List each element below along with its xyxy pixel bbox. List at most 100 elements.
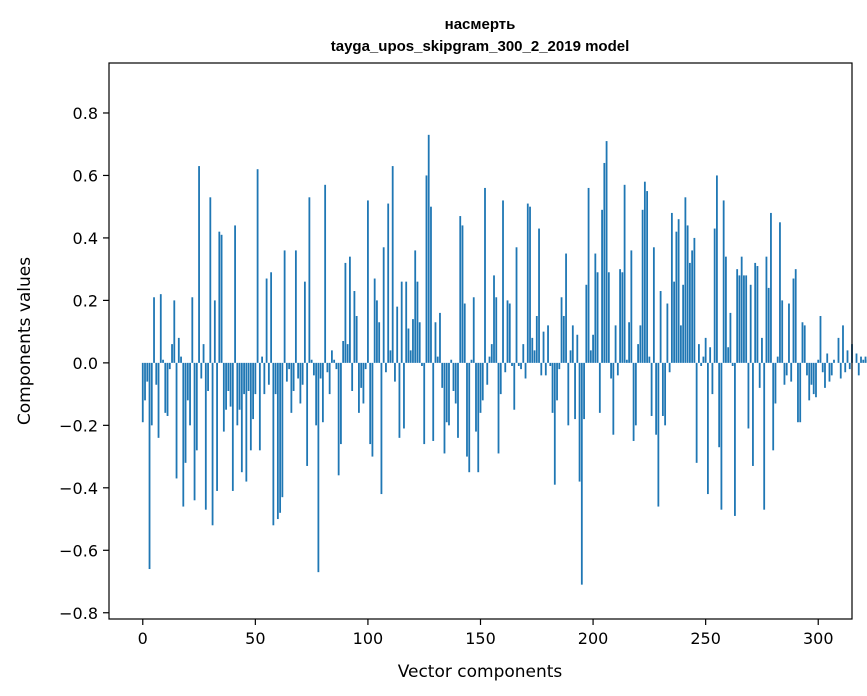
- bar-243: [688, 262, 691, 363]
- bar-313: [846, 350, 849, 363]
- bar-235: [670, 212, 673, 363]
- bar-4: [150, 362, 153, 426]
- bar-318: [857, 362, 860, 376]
- bar-98: [362, 362, 365, 404]
- bar-109: [387, 203, 390, 363]
- bar-163: [508, 303, 511, 363]
- bar-44: [240, 362, 243, 473]
- bar-128: [430, 206, 432, 363]
- bar-8: [159, 294, 162, 363]
- bar-298: [812, 362, 815, 395]
- bar-248: [700, 362, 703, 366]
- bar-166: [515, 247, 518, 363]
- bar-39: [229, 362, 232, 407]
- bar-247: [698, 344, 700, 363]
- bar-72: [303, 281, 306, 363]
- bar-224: [646, 191, 649, 363]
- bar-114: [398, 362, 401, 438]
- bar-91: [346, 344, 349, 363]
- bar-102: [371, 362, 374, 457]
- bar-2: [146, 362, 149, 382]
- bar-11: [166, 362, 169, 416]
- bar-61: [279, 362, 282, 513]
- bar-262: [731, 362, 734, 366]
- bar-307: [833, 359, 835, 363]
- bar-67: [292, 362, 295, 391]
- bar-287: [788, 303, 790, 363]
- bar-232: [664, 362, 667, 426]
- bar-5: [153, 297, 155, 363]
- bar-268: [745, 275, 748, 363]
- bar-238: [677, 219, 680, 363]
- bar-257: [720, 362, 723, 510]
- bar-196: [583, 362, 585, 420]
- bar-161: [504, 362, 507, 373]
- bar-66: [290, 362, 293, 413]
- bar-7: [157, 362, 160, 438]
- bar-125: [423, 362, 426, 445]
- bar-314: [848, 362, 851, 370]
- bar-136: [448, 362, 450, 426]
- bar-292: [799, 362, 802, 423]
- bar-139: [454, 362, 457, 404]
- bar-254: [713, 228, 716, 363]
- bar-146: [470, 359, 473, 363]
- bar-189: [567, 362, 570, 426]
- bar-149: [477, 362, 480, 473]
- bar-299: [815, 362, 817, 398]
- bar-231: [661, 362, 664, 416]
- bar-144: [466, 362, 468, 457]
- bar-236: [673, 281, 676, 363]
- bar-215: [625, 359, 628, 363]
- bar-197: [585, 284, 588, 363]
- bar-281: [774, 362, 777, 404]
- bar-105: [378, 322, 381, 363]
- bar-38: [227, 362, 230, 391]
- bar-309: [837, 337, 840, 363]
- bar-137: [450, 359, 453, 363]
- bar-110: [389, 350, 392, 363]
- bar-134: [443, 362, 446, 454]
- bar-259: [725, 256, 727, 363]
- bar-21: [189, 362, 191, 426]
- bar-56: [267, 362, 270, 385]
- bar-119: [409, 350, 412, 363]
- bar-312: [844, 362, 847, 373]
- bar-87: [337, 362, 340, 476]
- bar-151: [481, 362, 484, 401]
- bar-78: [317, 362, 320, 573]
- bar-214: [623, 184, 626, 363]
- bar-251: [707, 362, 709, 495]
- bar-278: [767, 287, 770, 363]
- bar-274: [758, 362, 761, 388]
- bar-16: [177, 337, 180, 363]
- bar-190: [569, 350, 572, 363]
- bar-283: [779, 222, 781, 363]
- bar-249: [702, 356, 705, 363]
- bar-99: [364, 362, 367, 370]
- bar-295: [806, 362, 808, 376]
- bar-97: [360, 362, 363, 388]
- chart-title: насмерть: [445, 16, 516, 33]
- bar-222: [641, 209, 644, 363]
- bar-176: [538, 228, 540, 363]
- bar-22: [191, 297, 194, 363]
- bar-126: [425, 175, 428, 363]
- bar-320: [862, 359, 865, 363]
- bar-101: [369, 362, 372, 445]
- bar-65: [288, 362, 291, 370]
- bar-107: [382, 247, 385, 363]
- bar-148: [475, 362, 477, 432]
- bar-184: [556, 362, 558, 401]
- bar-64: [285, 362, 288, 382]
- bar-50: [254, 362, 257, 395]
- bar-174: [533, 350, 536, 363]
- bar-209: [612, 362, 615, 435]
- bar-143: [463, 303, 466, 363]
- bar-85: [333, 359, 336, 363]
- x-tick-label-6: 300: [803, 629, 834, 648]
- bar-60: [276, 362, 279, 520]
- bar-171: [526, 203, 529, 363]
- bar-95: [355, 316, 358, 363]
- bar-208: [610, 362, 612, 379]
